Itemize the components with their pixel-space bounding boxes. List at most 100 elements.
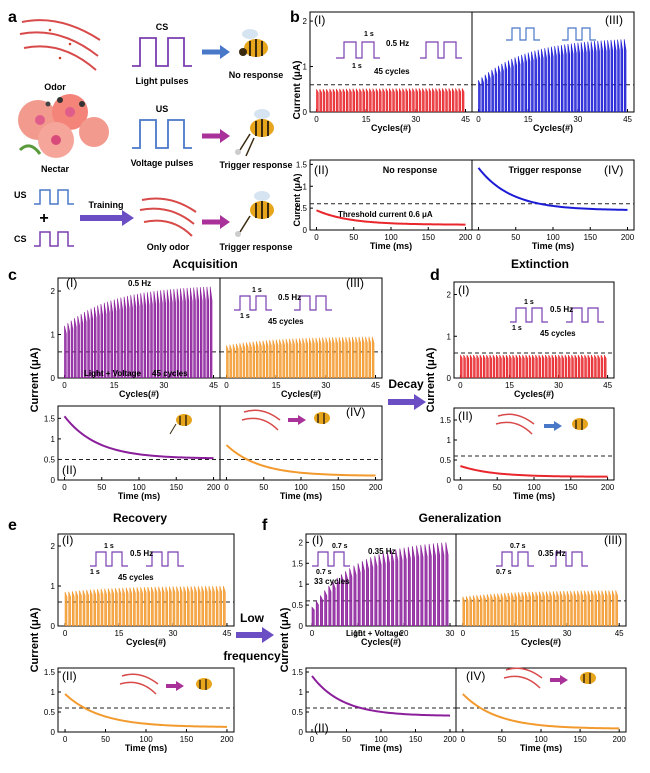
y-tick-label: 1.5 [292, 559, 304, 568]
x-tick-label: 0 [63, 629, 68, 638]
svg-text:1 s: 1 s [252, 287, 262, 294]
x-tick-label: 150 [564, 483, 578, 492]
svg-text:(IV): (IV) [346, 405, 365, 419]
svg-text:0.5 Hz: 0.5 Hz [278, 293, 301, 302]
svg-text:No response: No response [383, 165, 438, 175]
x-tick-label: 0 [62, 381, 67, 390]
svg-text:33 cycles: 33 cycles [314, 577, 350, 586]
plot-b_IV: 0 50 100 150 200 Time (ms) [471, 159, 635, 251]
svg-text:(III): (III) [605, 13, 623, 27]
bee-c-iv [314, 412, 330, 424]
plot-e_II: 0 50 100 150 200 0 0.5 1 1.5 Time (ms) [44, 667, 235, 753]
bee-icon-1 [239, 29, 268, 57]
series-orange [64, 693, 227, 728]
y-tick-label: 0 [303, 108, 308, 117]
x-tick-label: 45 [615, 629, 624, 638]
x-tick-label: 50 [497, 735, 506, 744]
x-tick-label: 100 [374, 735, 388, 744]
y-tick-label: 0 [51, 728, 56, 737]
y-tick-label: 2 [303, 17, 308, 26]
svg-text:US: US [14, 190, 27, 200]
y-tick-label: 0 [299, 728, 304, 737]
ylabel-d: Current (μA) [425, 347, 437, 412]
x-axis-label: Cycles(#) [521, 637, 561, 647]
odor-c-iv [241, 409, 281, 431]
x-tick-label: 45 [461, 115, 470, 124]
x-tick-label: 30 [446, 629, 455, 638]
svg-text:0.5 Hz: 0.5 Hz [386, 39, 409, 48]
x-tick-label: 100 [139, 735, 153, 744]
y-tick-label: 1.5 [292, 668, 304, 677]
odor-f-iv [503, 667, 543, 689]
y-tick-label: 1.5 [44, 668, 56, 677]
x-tick-label: 30 [159, 381, 168, 390]
x-tick-label: 0 [310, 629, 315, 638]
plot-f_IV: 0 50 100 150 200 Time (ms) [455, 667, 627, 753]
x-tick-label: 0 [461, 629, 466, 638]
series-red [460, 465, 608, 478]
x-tick-label: 0 [476, 233, 481, 242]
series-orange [225, 444, 376, 477]
svg-text:(I): (I) [66, 276, 77, 290]
svg-text:1 s: 1 s [90, 569, 100, 576]
svg-text:45 cycles: 45 cycles [540, 329, 576, 338]
svg-text:Light pulses: Light pulses [135, 76, 188, 86]
x-axis-label: Time (ms) [125, 743, 167, 753]
y-tick-label: 0.5 [296, 204, 308, 213]
x-tick-label: 15 [272, 381, 281, 390]
x-tick-label: 100 [294, 483, 308, 492]
x-tick-label: 200 [459, 233, 473, 242]
bee-d-ii [572, 418, 588, 430]
y-tick-label: 0.5 [44, 708, 56, 717]
title-extinction: Extinction [511, 257, 569, 271]
x-tick-label: 0 [458, 381, 463, 390]
x-axis-label: Time (ms) [360, 743, 402, 753]
x-tick-label: 0 [314, 233, 319, 242]
svg-text:(II): (II) [62, 669, 77, 683]
decay-label: Decay [388, 377, 424, 391]
x-tick-label: 150 [584, 233, 598, 242]
svg-text:1 s: 1 s [512, 325, 522, 332]
svg-text:Light + Voltage: Light + Voltage [84, 369, 142, 378]
svg-text:(IV): (IV) [466, 669, 485, 683]
x-axis-label: Cycles(#) [126, 637, 166, 647]
x-tick-label: 150 [180, 735, 194, 744]
y-tick-label: 2 [299, 538, 304, 547]
y-tick-label: 0 [51, 374, 56, 383]
x-axis-label: Time (ms) [520, 743, 562, 753]
series-red [316, 88, 465, 112]
svg-text:(IV): (IV) [604, 163, 623, 177]
y-tick-label: 1 [303, 63, 308, 72]
axes-frame [57, 405, 221, 481]
y-tick-label: 2 [51, 542, 56, 551]
x-tick-label: 0 [310, 735, 315, 744]
svg-text:(III): (III) [604, 533, 622, 547]
y-tick-label: 1 [51, 582, 56, 591]
x-tick-label: 15 [510, 629, 519, 638]
x-tick-label: 15 [110, 381, 119, 390]
series-red [316, 209, 466, 226]
x-axis-label: Cycles(#) [281, 389, 321, 399]
x-tick-label: 100 [546, 233, 560, 242]
voltage-pulses-icon [132, 119, 192, 149]
svg-text:(II): (II) [314, 721, 329, 735]
y-tick-label: 0.5 [292, 708, 304, 717]
svg-text:+: + [39, 210, 48, 227]
plot-c_II: 0 50 100 150 200 0 0.5 1 1.5 Time (ms) [44, 405, 221, 501]
bee-e-ii [196, 678, 212, 690]
y-tick-label: 1 [447, 436, 452, 445]
svg-text:1 s: 1 s [352, 63, 362, 70]
x-tick-label: 200 [207, 483, 221, 492]
x-tick-label: 0 [63, 735, 68, 744]
svg-text:(II): (II) [62, 463, 77, 477]
y-tick-label: 0 [303, 226, 308, 235]
odor-icon-2 [139, 197, 197, 237]
svg-text:CS: CS [14, 234, 27, 244]
x-tick-label: 100 [527, 483, 541, 492]
x-tick-label: 100 [534, 735, 548, 744]
y-tick-label: 1 [299, 688, 304, 697]
x-tick-label: 150 [332, 483, 346, 492]
bee-icon-3 [235, 191, 274, 237]
panel-letter-d: d [430, 267, 440, 284]
